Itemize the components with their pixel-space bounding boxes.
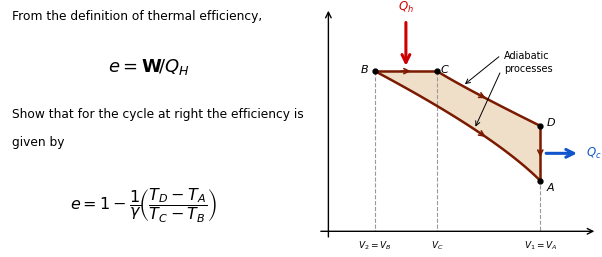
Text: given by: given by [12, 136, 64, 149]
Text: $Q_h$: $Q_h$ [398, 0, 414, 15]
Text: $\it{D}$: $\it{D}$ [545, 116, 556, 128]
Polygon shape [375, 71, 540, 181]
Text: Adiabatic
processes: Adiabatic processes [504, 51, 553, 74]
Text: $V_1 = V_A$: $V_1 = V_A$ [524, 239, 557, 252]
Text: $Q_c$: $Q_c$ [586, 146, 601, 161]
Text: $\it{A}$: $\it{A}$ [546, 181, 555, 193]
Text: $e = \mathbf{W}\!/Q_H$: $e = \mathbf{W}\!/Q_H$ [108, 57, 190, 77]
Text: $\it{C}$: $\it{C}$ [440, 63, 450, 75]
Text: $V_C$: $V_C$ [430, 239, 443, 252]
Text: $V_2 = V_B$: $V_2 = V_B$ [358, 239, 392, 252]
Text: Show that for the cycle at right the efficiency is: Show that for the cycle at right the eff… [12, 108, 303, 121]
Text: From the definition of thermal efficiency,: From the definition of thermal efficienc… [12, 10, 262, 23]
Text: $e = 1 - \dfrac{1}{\gamma}\!\left(\dfrac{T_D - T_A}{T_C - T_B}\right)$: $e = 1 - \dfrac{1}{\gamma}\!\left(\dfrac… [70, 186, 217, 225]
Text: $P$: $P$ [324, 0, 333, 2]
Text: $\it{B}$: $\it{B}$ [360, 63, 369, 75]
